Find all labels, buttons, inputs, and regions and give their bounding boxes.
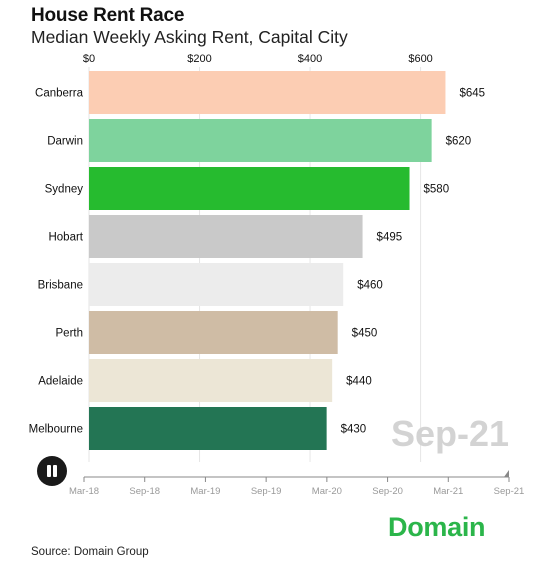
value-label: $645 [459,88,485,100]
category-label: Darwin [47,136,83,148]
timeline-tick-label: Mar-18 [69,486,99,497]
bar-brisbane [89,263,344,306]
bar-perth [89,311,338,354]
bar-canberra [89,71,446,114]
category-label: Brisbane [38,280,83,292]
value-label: $430 [341,424,367,436]
bar-darwin [89,119,432,162]
timeline-tick-label: Mar-19 [190,486,220,497]
bar-sydney [89,167,410,210]
value-label: $495 [377,232,403,244]
value-label: $620 [446,136,472,148]
value-label: $440 [346,376,372,388]
category-label: Adelaide [38,376,83,388]
timeline-tick-label: Sep-19 [251,486,282,497]
timeline-tick-label: Sep-20 [372,486,403,497]
category-label: Canberra [35,88,84,100]
value-label: $450 [352,328,378,340]
pause-button[interactable] [37,456,67,486]
bar-hobart [89,215,363,258]
value-label: $460 [357,280,383,292]
category-label: Sydney [45,184,84,196]
source-note: Source: Domain Group [31,546,149,558]
domain-logo: Domain [388,512,486,542]
category-label: Perth [56,328,84,340]
x-tick-label: $200 [187,53,211,65]
timeline-handle [504,470,509,477]
current-period-label: Sep-21 [391,413,509,454]
bar-melbourne [89,407,327,450]
timeline-tick-label: Sep-18 [129,486,160,497]
bar-adelaide [89,359,333,402]
category-label: Melbourne [29,424,83,436]
pause-icon [47,465,51,477]
chart-subtitle: Median Weekly Asking Rent, Capital City [31,27,348,47]
timeline-tick-label: Sep-21 [494,486,525,497]
value-label: $580 [424,184,450,196]
chart-title: House Rent Race [31,5,185,26]
pause-icon-bar [53,465,57,477]
x-tick-label: $0 [83,53,95,65]
x-tick-label: $600 [408,53,432,65]
x-tick-label: $400 [298,53,322,65]
category-label: Hobart [48,232,83,244]
timeline-tick-label: Mar-20 [312,486,342,497]
timeline-tick-label: Mar-21 [433,486,463,497]
